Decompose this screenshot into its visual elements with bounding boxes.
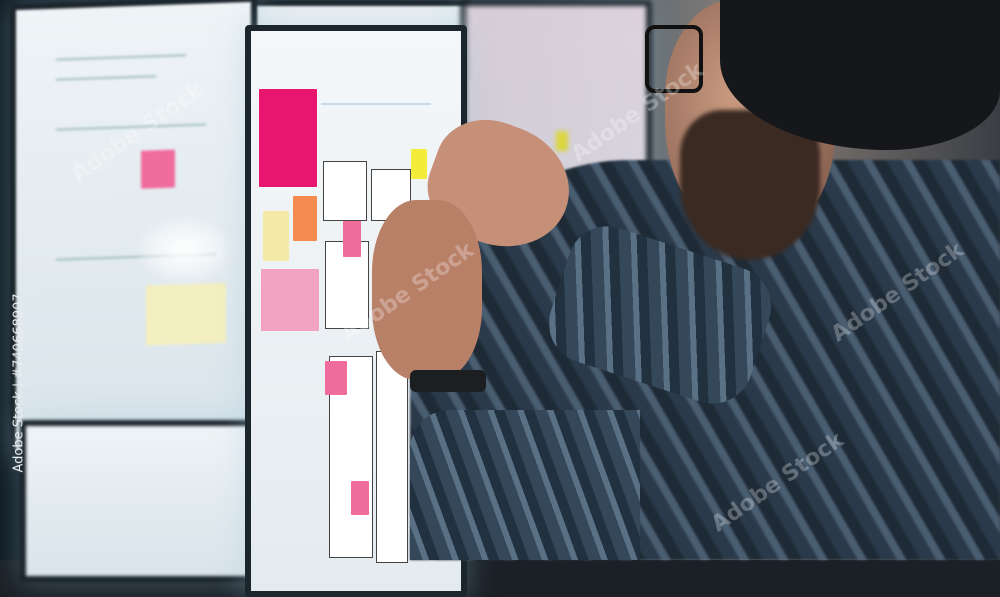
lower-whiteboard	[20, 420, 262, 582]
sticky-note	[141, 149, 175, 189]
sticky-note	[263, 211, 289, 261]
sticky-note	[146, 282, 226, 346]
person-hand-left	[372, 200, 482, 380]
orange-sticky-note	[293, 196, 317, 241]
person-sleeve	[410, 410, 640, 560]
left-whiteboard	[10, 0, 257, 457]
wristwatch	[410, 370, 486, 392]
stock-credit: Adobe Stock | #740668907	[11, 293, 27, 473]
light-glare	[140, 220, 230, 280]
yellow-sticky-note	[411, 149, 427, 179]
pink-sticky-note	[259, 89, 317, 187]
glasses	[645, 25, 703, 93]
light-pink-sticky-note	[261, 269, 319, 331]
